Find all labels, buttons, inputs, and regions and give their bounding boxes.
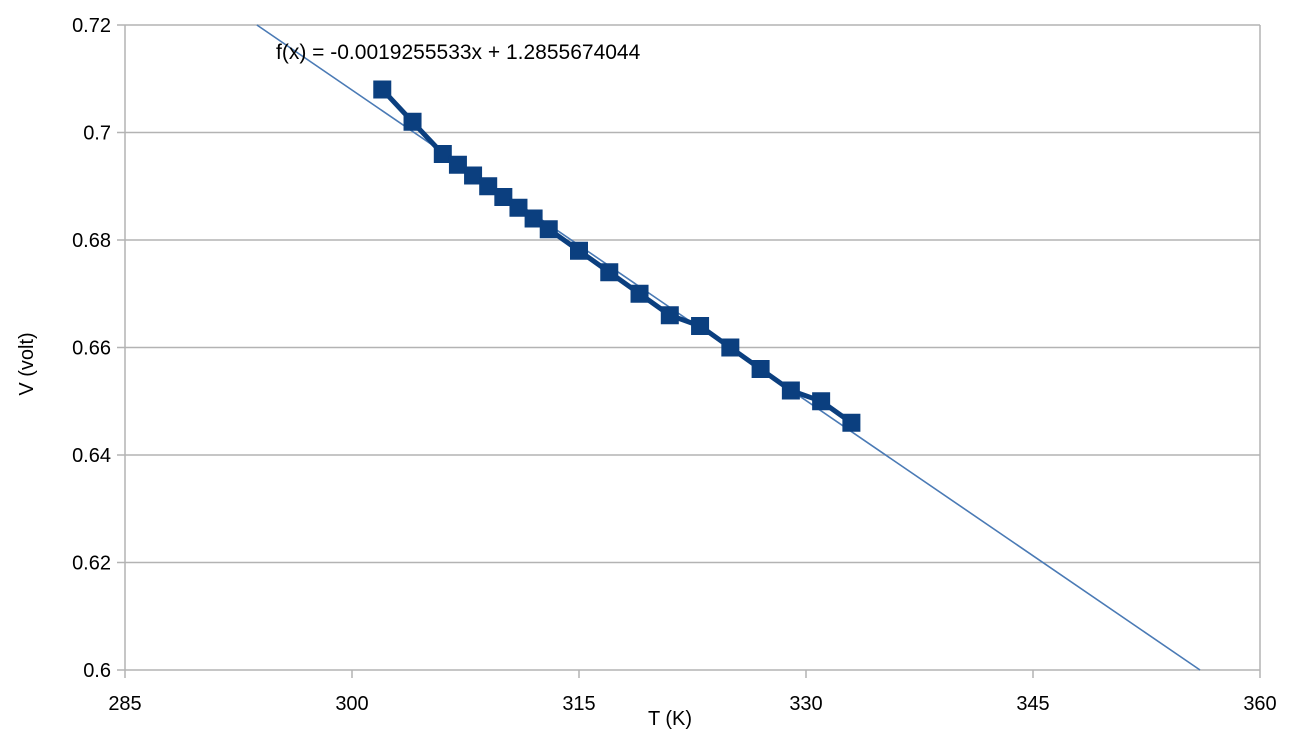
y-tick-label: 0.66 (72, 338, 111, 360)
data-point (464, 166, 483, 185)
data-point (373, 80, 392, 99)
data-point (539, 220, 558, 239)
data-point (842, 413, 861, 432)
data-point (660, 306, 679, 325)
data-point (600, 263, 619, 282)
data-point (494, 188, 513, 206)
data-point (509, 198, 528, 217)
data-point (433, 145, 452, 163)
x-tick-label: 360 (1243, 693, 1276, 715)
data-point (630, 284, 649, 303)
y-tick-label: 0.7 (83, 123, 111, 145)
tick-labels: 0.6 0.62 0.64 0.66 0.68 0.7 0.72 285 300 315 330 34… (72, 15, 1277, 715)
x-tick-label: 300 (335, 693, 368, 715)
data-point (812, 392, 831, 411)
x-axis-title: T (K) (648, 708, 692, 729)
data-point (781, 381, 800, 400)
x-tick-label: 285 (108, 693, 141, 715)
y-tick-label: 0.68 (72, 230, 111, 252)
y-tick-label: 0.64 (72, 445, 111, 467)
x-tick-label: 345 (1016, 693, 1049, 715)
grid-lines (125, 24, 1260, 671)
y-tick-label: 0.62 (72, 553, 111, 575)
axes (117, 24, 1261, 678)
trendline-equation: f(x) = -0.0019255533x + 1.2855674044 (276, 41, 641, 64)
data-point (691, 317, 710, 335)
x-tick-label: 315 (562, 693, 595, 715)
data-point (721, 338, 740, 357)
y-axis-title: V (volt) (16, 332, 38, 395)
data-point (570, 241, 588, 260)
data-point (403, 112, 422, 131)
data-point (448, 155, 467, 174)
data-point (524, 209, 543, 228)
data-point (479, 177, 498, 196)
data-point (751, 360, 770, 378)
series-layer (373, 80, 861, 432)
series-line (380, 87, 853, 425)
x-tick-label: 330 (789, 693, 822, 715)
y-tick-label: 0.6 (83, 660, 111, 682)
y-tick-label: 0.72 (72, 15, 111, 37)
